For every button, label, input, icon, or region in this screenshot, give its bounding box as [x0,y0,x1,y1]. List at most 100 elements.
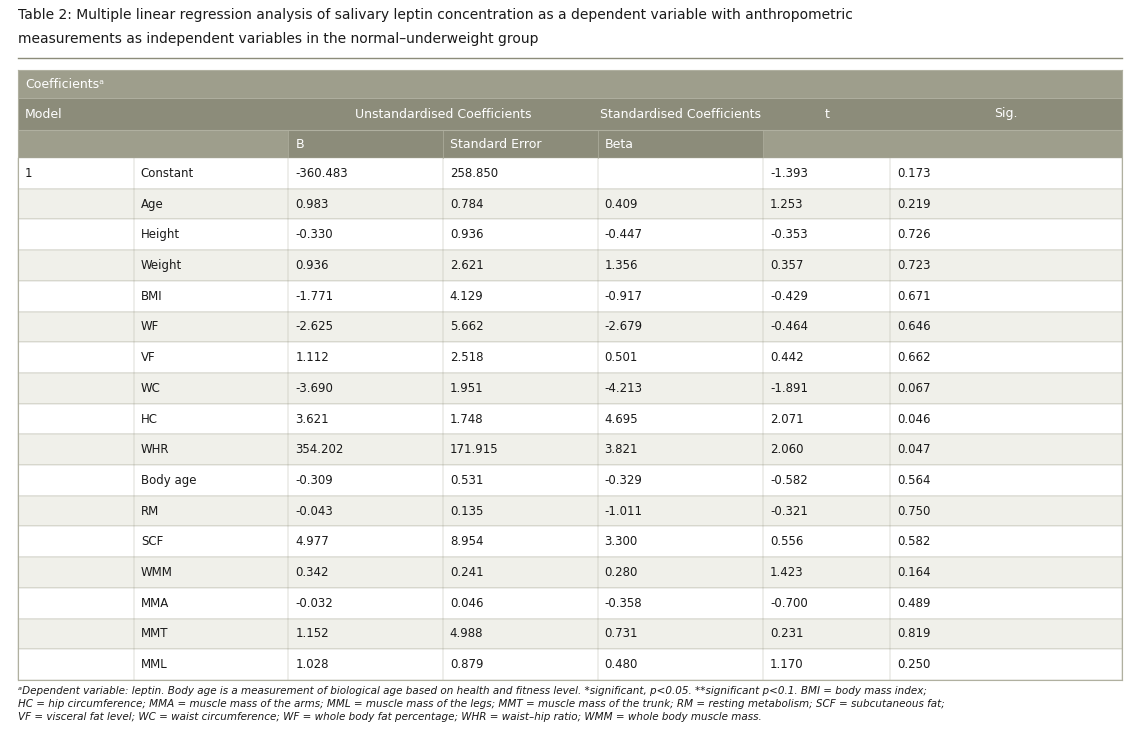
Text: -0.329: -0.329 [605,474,642,487]
Text: MML: MML [141,658,167,671]
Text: 2.071: 2.071 [770,413,804,425]
Text: 0.726: 0.726 [898,228,931,241]
Text: 171.915: 171.915 [450,443,499,457]
Text: 0.135: 0.135 [450,504,483,518]
Text: -0.043: -0.043 [295,504,333,518]
Text: 0.784: 0.784 [450,198,483,210]
Text: 0.564: 0.564 [898,474,931,487]
Text: 0.936: 0.936 [450,228,483,241]
Text: 0.164: 0.164 [898,566,931,579]
Text: 0.342: 0.342 [295,566,329,579]
Text: 3.821: 3.821 [605,443,638,457]
Text: 4.988: 4.988 [450,627,483,641]
Text: -0.700: -0.700 [770,597,808,609]
Text: 0.280: 0.280 [605,566,638,579]
Text: -0.917: -0.917 [605,289,642,303]
Text: VF: VF [141,351,155,364]
Text: 354.202: 354.202 [295,443,344,457]
Text: Height: Height [141,228,180,241]
Text: -4.213: -4.213 [605,382,642,395]
Text: -1.891: -1.891 [770,382,808,395]
Text: -3.690: -3.690 [295,382,334,395]
Text: -2.679: -2.679 [605,320,642,333]
Text: 0.489: 0.489 [898,597,931,609]
Text: -0.032: -0.032 [295,597,333,609]
Text: -360.483: -360.483 [295,167,347,180]
Text: 0.442: 0.442 [770,351,804,364]
Text: 0.231: 0.231 [770,627,803,641]
Text: SCF: SCF [141,536,163,548]
Text: 4.129: 4.129 [450,289,484,303]
Text: HC = hip circumference; MMA = muscle mass of the arms; MML = muscle mass of the : HC = hip circumference; MMA = muscle mas… [18,699,944,709]
Text: -0.447: -0.447 [605,228,642,241]
Text: BMI: BMI [141,289,163,303]
Text: -0.464: -0.464 [770,320,808,333]
Text: 1.356: 1.356 [605,259,638,272]
Text: 0.723: 0.723 [898,259,931,272]
Text: 1.748: 1.748 [450,413,483,425]
Text: 0.731: 0.731 [605,627,638,641]
Text: 0.582: 0.582 [898,536,931,548]
Text: 0.480: 0.480 [605,658,638,671]
Text: -0.330: -0.330 [295,228,333,241]
Text: MMT: MMT [141,627,169,641]
Text: Model: Model [25,107,63,121]
Text: Table 2: Multiple linear regression analysis of salivary leptin concentration as: Table 2: Multiple linear regression anal… [18,8,853,22]
Text: 0.646: 0.646 [898,320,931,333]
Text: WF: WF [141,320,159,333]
Text: Weight: Weight [141,259,182,272]
Text: 0.819: 0.819 [898,627,931,641]
Text: WMM: WMM [141,566,173,579]
Text: 0.879: 0.879 [450,658,483,671]
Text: 0.662: 0.662 [898,351,931,364]
Text: Body age: Body age [141,474,196,487]
Text: 258.850: 258.850 [450,167,498,180]
Text: t: t [825,107,829,121]
Text: 0.983: 0.983 [295,198,329,210]
Text: 0.046: 0.046 [450,597,483,609]
Text: 2.060: 2.060 [770,443,803,457]
Text: RM: RM [141,504,159,518]
Text: -0.429: -0.429 [770,289,808,303]
Text: 8.954: 8.954 [450,536,483,548]
Text: -1.011: -1.011 [605,504,642,518]
Text: 1.423: 1.423 [770,566,804,579]
Text: 0.556: 0.556 [770,536,803,548]
Text: 0.750: 0.750 [898,504,931,518]
Text: Sig.: Sig. [994,107,1018,121]
Text: -0.353: -0.353 [770,228,808,241]
Text: Beta: Beta [605,137,633,151]
Text: MMA: MMA [141,597,169,609]
Text: 0.250: 0.250 [898,658,931,671]
Text: Age: Age [141,198,164,210]
Text: ᵃDependent variable: leptin. Body age is a measurement of biological age based o: ᵃDependent variable: leptin. Body age is… [18,686,927,696]
Text: 0.046: 0.046 [898,413,931,425]
Text: 1.951: 1.951 [450,382,483,395]
Text: HC: HC [141,413,158,425]
Text: -0.582: -0.582 [770,474,808,487]
Text: 3.621: 3.621 [295,413,329,425]
Text: B: B [295,137,304,151]
Text: 2.621: 2.621 [450,259,484,272]
Text: -1.393: -1.393 [770,167,808,180]
Text: 0.531: 0.531 [450,474,483,487]
Text: Unstandardised Coefficients: Unstandardised Coefficients [354,107,531,121]
Text: 2.518: 2.518 [450,351,483,364]
Text: 4.977: 4.977 [295,536,329,548]
Text: 1.170: 1.170 [770,658,804,671]
Text: 0.409: 0.409 [605,198,638,210]
Text: -0.358: -0.358 [605,597,642,609]
Text: 0.219: 0.219 [898,198,931,210]
Text: 1.112: 1.112 [295,351,329,364]
Text: Standard Error: Standard Error [450,137,541,151]
Text: 0.067: 0.067 [898,382,931,395]
Text: 0.047: 0.047 [898,443,931,457]
Text: 0.671: 0.671 [898,289,931,303]
Text: -0.321: -0.321 [770,504,808,518]
Text: Constant: Constant [141,167,194,180]
Text: 0.501: 0.501 [605,351,638,364]
Text: WHR: WHR [141,443,170,457]
Text: measurements as independent variables in the normal–underweight group: measurements as independent variables in… [18,32,539,46]
Text: Coefficientsᵃ: Coefficientsᵃ [25,78,104,90]
Text: 0.357: 0.357 [770,259,803,272]
